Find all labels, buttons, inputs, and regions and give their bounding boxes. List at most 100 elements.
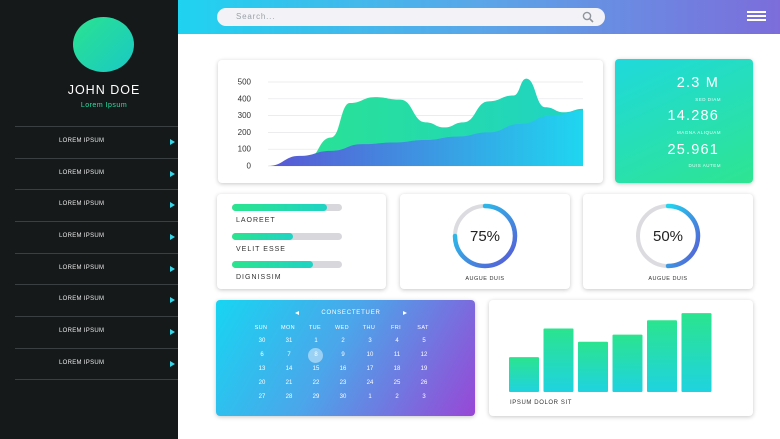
stat-value: 25.961 bbox=[667, 142, 719, 158]
search-input[interactable]: Search... bbox=[217, 8, 605, 26]
bar bbox=[578, 341, 608, 392]
donut-value: 50% bbox=[652, 228, 684, 245]
arrow-right-icon bbox=[170, 170, 175, 177]
calendar-weekday: MON bbox=[280, 325, 296, 331]
top-bar: Search... bbox=[178, 0, 780, 34]
donut-label: AUGUE DUIS bbox=[465, 276, 505, 282]
donut-chart bbox=[636, 203, 701, 269]
calendar-day[interactable]: 25 bbox=[393, 380, 401, 386]
sidebar-item-label: LOREM IPSUM bbox=[59, 138, 105, 144]
sidebar: JOHN DOE Lorem Ipsum LOREM IPSUM LOREM I… bbox=[0, 0, 178, 439]
avatar[interactable] bbox=[73, 17, 134, 72]
calendar-day[interactable]: 5 bbox=[422, 338, 426, 344]
calendar-day[interactable]: 21 bbox=[285, 380, 293, 386]
calendar-day[interactable]: 29 bbox=[312, 394, 320, 400]
sidebar-item-label: LOREM IPSUM bbox=[59, 328, 105, 335]
bar bbox=[612, 334, 643, 392]
calendar-weekday: THU bbox=[362, 325, 376, 331]
stat-label: SED DIAM bbox=[695, 97, 721, 102]
sidebar-item-label: LOREM IPSUM bbox=[59, 201, 105, 208]
calendar-day[interactable]: 12 bbox=[420, 352, 428, 358]
calendar-day[interactable]: 1 bbox=[368, 394, 372, 400]
user-subtitle: Lorem Ipsum bbox=[80, 102, 128, 109]
donut-arc bbox=[452, 203, 518, 269]
search-icon[interactable] bbox=[582, 11, 594, 23]
y-tick-label: 0 bbox=[247, 162, 252, 171]
progress-bar-fill bbox=[232, 261, 314, 268]
calendar-day[interactable]: 16 bbox=[339, 366, 347, 372]
calendar-day[interactable]: 11 bbox=[393, 352, 401, 358]
sidebar-item[interactable]: LOREM IPSUM bbox=[15, 157, 178, 190]
calendar-title: CONSECTETUER bbox=[321, 310, 381, 316]
calendar-day[interactable]: 4 bbox=[395, 338, 399, 344]
area-series-1 bbox=[268, 110, 583, 166]
donut-value: 75% bbox=[469, 228, 501, 245]
arrow-right-icon bbox=[170, 360, 175, 367]
hamburger-menu-icon[interactable] bbox=[747, 11, 766, 24]
progress-card: LAOREET VELIT ESSE DIGNISSIM bbox=[217, 194, 386, 289]
sidebar-item[interactable]: LOREM IPSUM bbox=[15, 347, 178, 380]
calendar-day[interactable]: 30 bbox=[339, 394, 347, 400]
sidebar-item[interactable]: LOREM IPSUM bbox=[15, 252, 178, 285]
calendar-day[interactable]: 17 bbox=[366, 366, 374, 372]
calendar-day[interactable]: 15 bbox=[312, 366, 320, 372]
calendar-day[interactable]: 2 bbox=[341, 338, 345, 344]
calendar-day[interactable]: 9 bbox=[341, 352, 345, 358]
calendar-weekday: SUN bbox=[254, 325, 268, 331]
calendar-day[interactable]: 13 bbox=[258, 366, 266, 372]
calendar-day[interactable]: 1 bbox=[314, 338, 318, 344]
arrow-right-icon bbox=[170, 329, 175, 336]
calendar-day[interactable]: 22 bbox=[312, 380, 320, 386]
calendar-day[interactable]: 23 bbox=[339, 380, 347, 386]
calendar-day[interactable]: 27 bbox=[258, 394, 266, 400]
calendar-day[interactable]: 19 bbox=[420, 366, 428, 372]
calendar-day[interactable]: 30 bbox=[258, 338, 266, 344]
stat-value: 2.3 M bbox=[676, 75, 719, 91]
progress-bar bbox=[232, 204, 342, 211]
sidebar-menu: LOREM IPSUM LOREM IPSUM LOREM IPSUM LORE… bbox=[15, 126, 178, 380]
calendar-day[interactable]: 3 bbox=[368, 338, 372, 344]
sidebar-item[interactable]: LOREM IPSUM bbox=[15, 316, 178, 348]
stat-label: MAGNA ALIQUAM bbox=[676, 130, 721, 135]
sidebar-item[interactable]: LOREM IPSUM bbox=[15, 189, 178, 221]
calendar-weekday: FRI bbox=[390, 325, 402, 331]
sidebar-item-label: LOREM IPSUM bbox=[59, 296, 105, 303]
bar bbox=[543, 328, 574, 392]
calendar-day[interactable]: 24 bbox=[366, 380, 374, 386]
calendar-day[interactable]: 6 bbox=[260, 352, 264, 358]
calendar-day[interactable]: 18 bbox=[393, 366, 401, 372]
progress-bar bbox=[232, 233, 342, 240]
stat-label: DUIS AUTEM bbox=[688, 163, 721, 168]
sidebar-item-label: LOREM IPSUM bbox=[59, 169, 105, 176]
calendar-day[interactable]: 26 bbox=[420, 380, 428, 386]
calendar-day[interactable]: 7 bbox=[287, 352, 291, 358]
calendar-day[interactable]: 8 bbox=[314, 352, 318, 358]
arrow-right-icon bbox=[170, 139, 175, 145]
y-tick-label: 300 bbox=[238, 111, 252, 120]
stats-card: 2.3 M SED DIAM 14.286 MAGNA ALIQUAM 25.9… bbox=[615, 59, 753, 183]
area-chart-card: 500 400 300 200 100 0 bbox=[218, 60, 603, 183]
progress-bar-fill bbox=[232, 233, 293, 240]
stat-value: 14.286 bbox=[667, 108, 719, 124]
donut-card: 50% AUGUE DUIS bbox=[583, 194, 753, 289]
progress-label: LAOREET bbox=[236, 217, 276, 224]
donut-label: AUGUE DUIS bbox=[648, 276, 688, 282]
calendar-selected-marker bbox=[307, 348, 323, 363]
chevron-left-icon[interactable] bbox=[295, 311, 299, 315]
calendar-day[interactable]: 28 bbox=[285, 394, 293, 400]
donut-card: 75% AUGUE DUIS bbox=[400, 194, 570, 289]
sidebar-item[interactable]: LOREM IPSUM bbox=[15, 284, 178, 316]
sidebar-item[interactable]: LOREM IPSUM bbox=[15, 126, 178, 158]
y-tick-label: 200 bbox=[238, 128, 252, 137]
calendar-day[interactable]: 10 bbox=[366, 352, 374, 358]
bar bbox=[681, 313, 712, 392]
sidebar-item-label: LOREM IPSUM bbox=[59, 233, 105, 240]
calendar-day[interactable]: 2 bbox=[395, 394, 399, 400]
calendar-day[interactable]: 3 bbox=[422, 394, 426, 400]
calendar-day[interactable]: 14 bbox=[285, 366, 293, 372]
calendar-day[interactable]: 20 bbox=[258, 380, 266, 386]
calendar-day[interactable]: 31 bbox=[285, 338, 293, 344]
y-tick-label: 500 bbox=[238, 78, 252, 87]
sidebar-item[interactable]: LOREM IPSUM bbox=[15, 221, 178, 253]
chevron-right-icon[interactable] bbox=[403, 311, 407, 315]
